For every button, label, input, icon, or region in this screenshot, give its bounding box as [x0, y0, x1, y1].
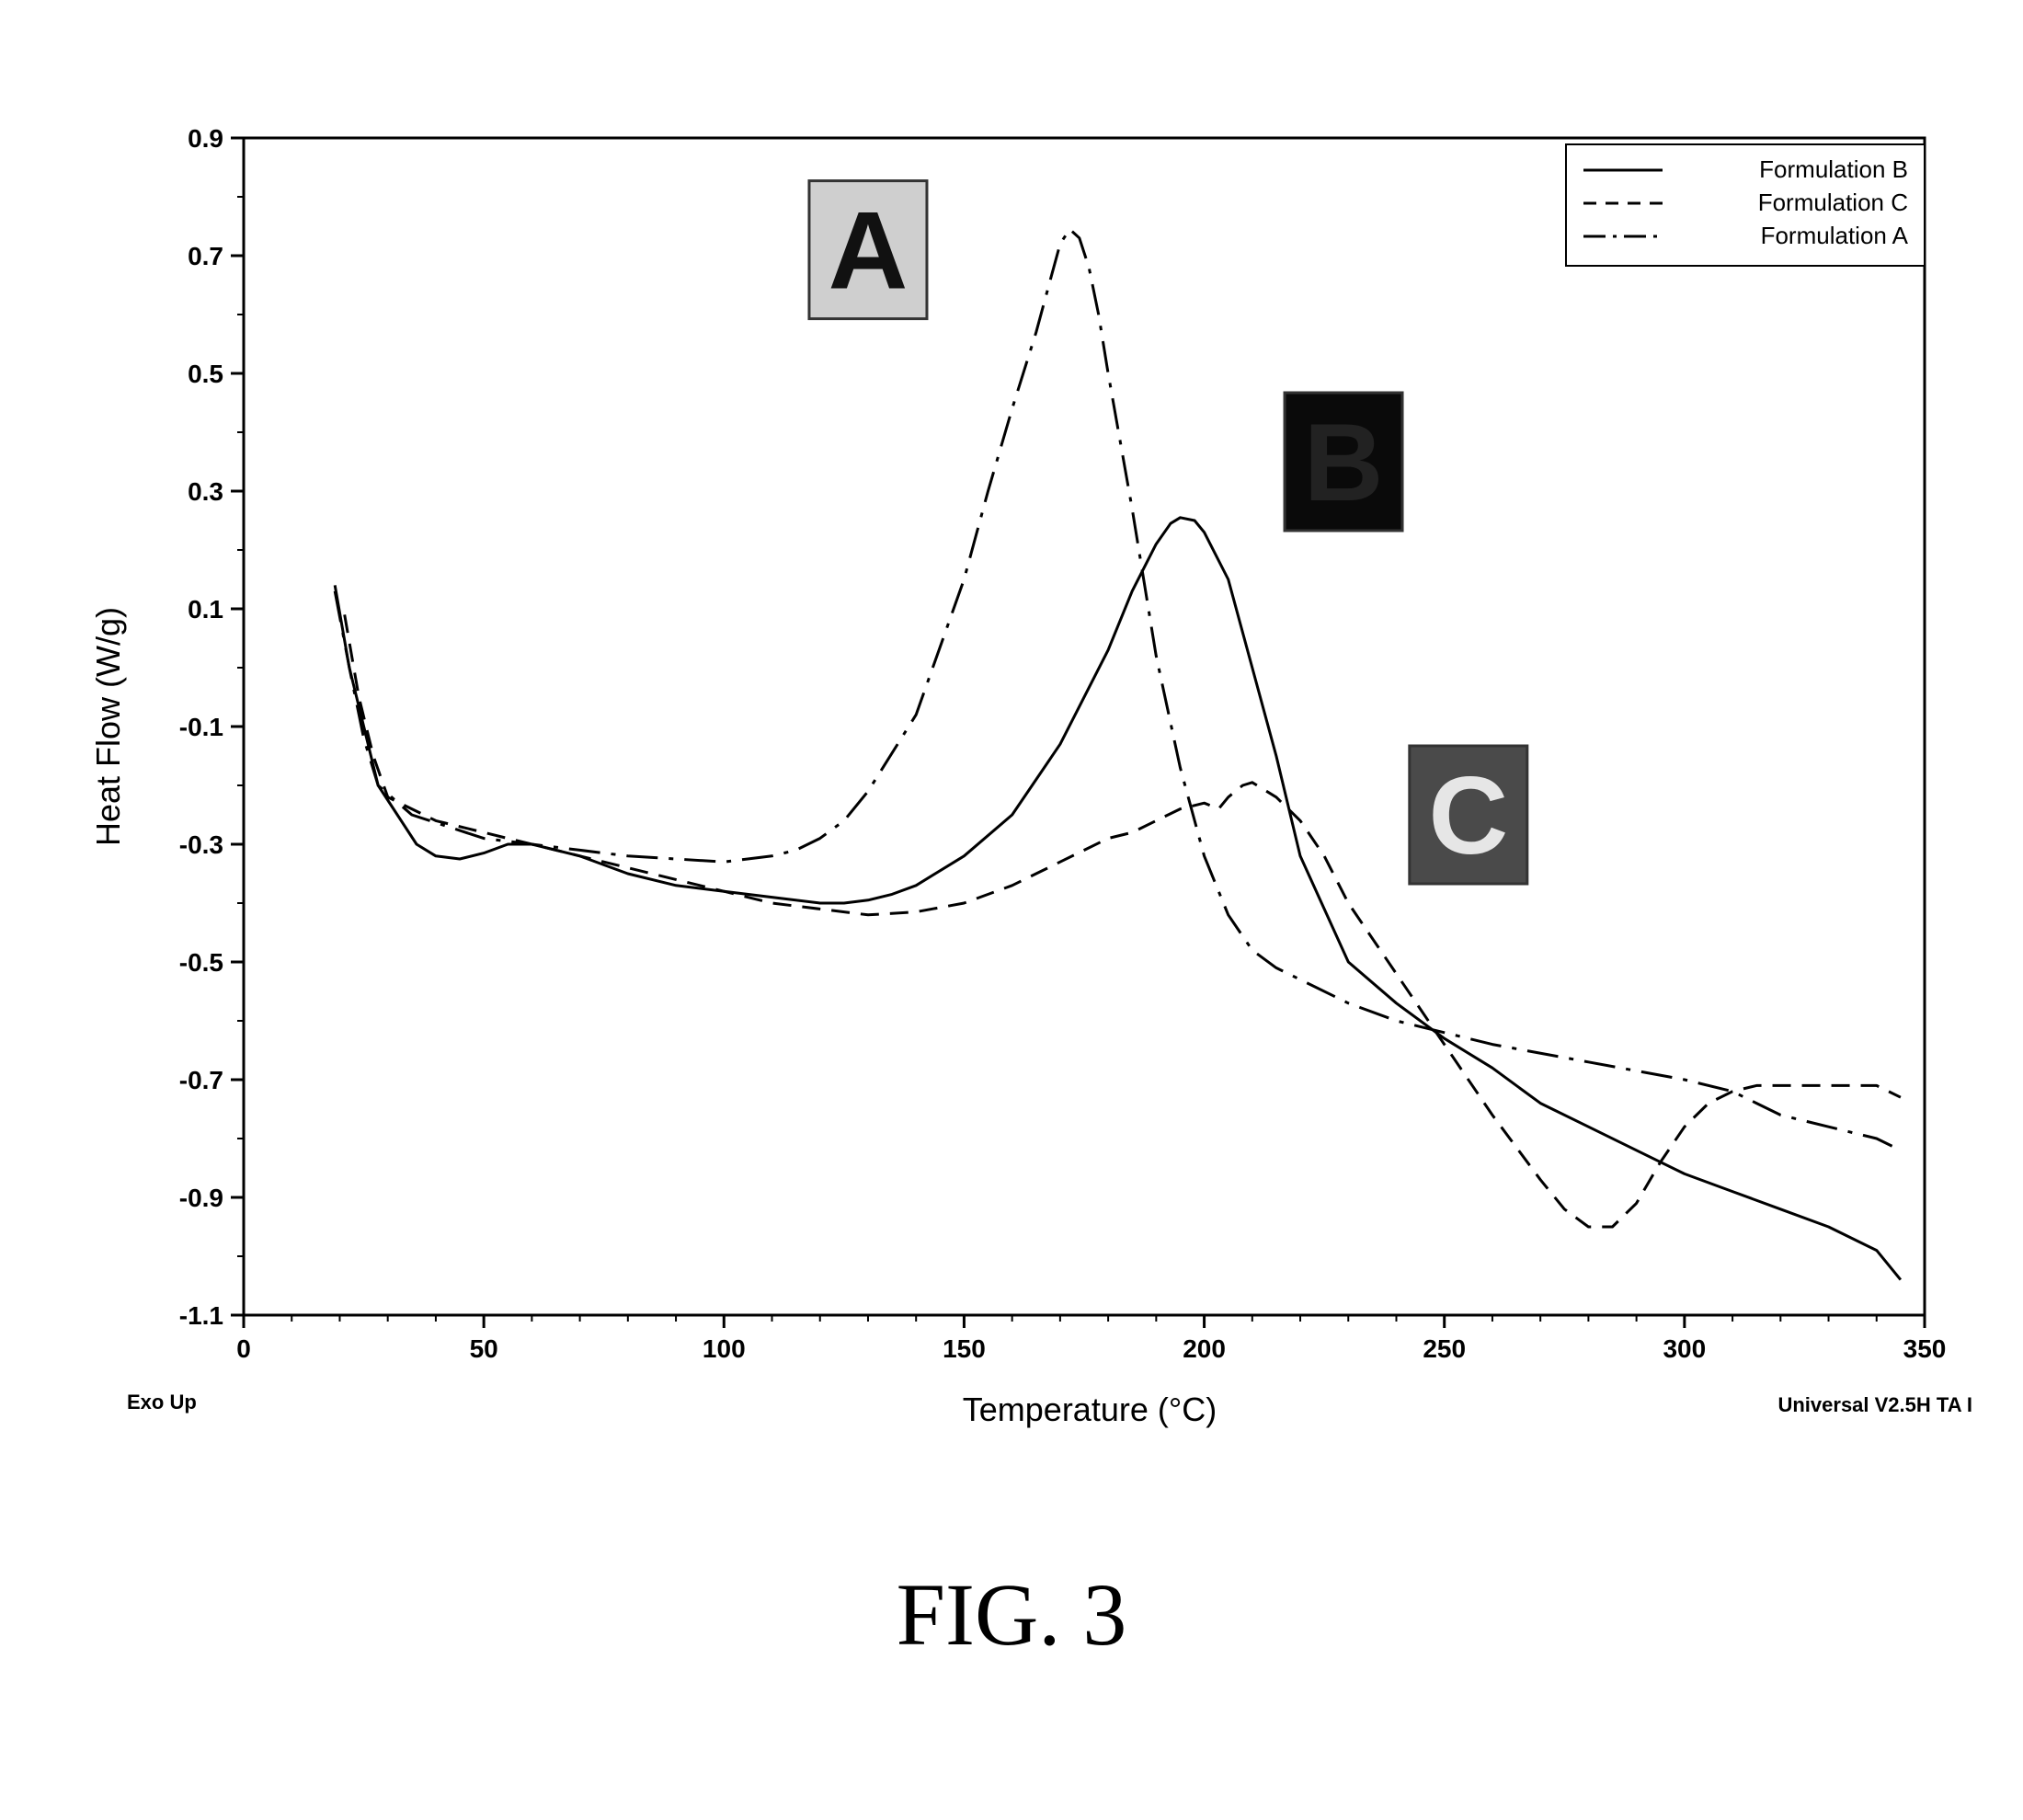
heat-flow-chart: 0 50 100 150 200 250 300 350 0.9 0.7 0.5 0.3 0.1 -0.1…	[89, 124, 1972, 1428]
y-axis-title: Heat Flow (W/g)	[89, 607, 127, 846]
figure-caption: FIG. 3	[896, 1565, 1127, 1664]
instrument-note: Universal V2.5H TA I	[1777, 1393, 1972, 1416]
y-tick-label: -0.9	[179, 1184, 223, 1212]
y-tick-label: -0.7	[179, 1066, 223, 1094]
annotation-badges: A B C	[807, 179, 1529, 886]
x-tick-label: 150	[943, 1334, 986, 1363]
x-tick-label: 350	[1903, 1334, 1947, 1363]
series-line-formulation-a	[333, 227, 1902, 1152]
x-tick-label: 300	[1663, 1334, 1706, 1363]
x-tick-label: 250	[1423, 1334, 1466, 1363]
y-tick-label: -0.5	[179, 948, 223, 977]
legend-label: Formulation B	[1759, 155, 1908, 183]
legend: Formulation B Formulation C Formulation A	[1565, 143, 1926, 267]
badge-label: C	[1428, 754, 1508, 877]
y-tick-label: 0.7	[188, 242, 223, 270]
badge-label: B	[1304, 401, 1384, 524]
badge-label: A	[829, 189, 909, 313]
exo-up-note: Exo Up	[127, 1391, 197, 1414]
y-tick-label: 0.9	[188, 124, 223, 153]
x-tick-label: 200	[1183, 1334, 1226, 1363]
badge-c: C	[1408, 744, 1529, 886]
x-tick-label: 100	[703, 1334, 746, 1363]
series-line-formulation-b	[333, 516, 1903, 1281]
axis-ticks: 0 50 100 150 200 250 300 350 0.9 0.7 0.5 0.3 0.1 -0.1…	[179, 124, 1947, 1363]
plot-frame	[242, 136, 1926, 1317]
legend-box	[1565, 143, 1926, 267]
series-line-formulation-c	[343, 614, 1902, 1229]
y-tick-label: -0.1	[179, 713, 223, 741]
y-tick-label: 0.3	[188, 477, 223, 506]
badge-a: A	[807, 179, 929, 321]
y-tick-label: -0.3	[179, 830, 223, 859]
x-tick-label: 0	[236, 1334, 251, 1363]
y-tick-label: 0.5	[188, 360, 223, 388]
badge-b: B	[1283, 391, 1404, 532]
x-tick-label: 50	[470, 1334, 498, 1363]
y-tick-label: -1.1	[179, 1301, 223, 1330]
y-tick-label: 0.1	[188, 595, 223, 624]
badge-box	[1408, 744, 1529, 886]
badge-box	[807, 179, 929, 321]
legend-label: Formulation C	[1758, 189, 1908, 216]
series-group	[333, 227, 1903, 1281]
badge-box	[1283, 391, 1404, 532]
x-axis-title: Temperature (°C)	[963, 1391, 1217, 1428]
legend-label: Formulation A	[1761, 222, 1909, 249]
